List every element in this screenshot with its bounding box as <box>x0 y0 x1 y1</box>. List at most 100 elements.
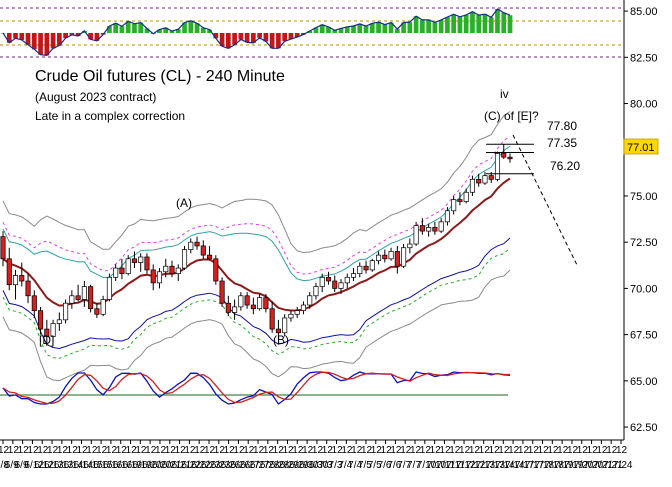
x-tick-time: 12 <box>302 445 314 456</box>
x-tick-time: 12 <box>351 445 363 456</box>
x-tick-date: 7/19 <box>554 460 574 471</box>
histogram-bar <box>332 30 338 33</box>
candle-body <box>38 310 44 330</box>
histogram-bar <box>451 14 457 33</box>
histogram-bar <box>276 33 281 49</box>
x-tick-time: 12 <box>0 445 10 456</box>
candle-body <box>225 302 231 313</box>
candle-body <box>275 328 281 334</box>
y-tick-label: 82.50 <box>630 52 658 64</box>
x-tick-time: 12 <box>479 445 491 456</box>
x-tick-date: 6/23 <box>201 460 221 471</box>
x-tick-date: 7/7 <box>397 460 411 471</box>
histogram-bar <box>401 22 406 33</box>
x-tick-date: 7/18 <box>535 460 555 471</box>
histogram-bar <box>301 33 306 35</box>
candle-body <box>407 243 413 249</box>
histogram-bar <box>38 33 43 55</box>
histogram-bar <box>470 11 475 33</box>
x-tick-time: 12 <box>292 445 304 456</box>
candle-body <box>213 258 219 282</box>
histogram-bar <box>144 28 150 33</box>
candle-body <box>344 276 350 284</box>
x-tick-time: 12 <box>567 445 579 456</box>
histogram-bar <box>31 33 37 50</box>
candle-body <box>401 247 407 267</box>
candle-body <box>138 256 144 263</box>
projection-line <box>512 134 578 266</box>
x-tick-date: 7/4 <box>338 460 352 471</box>
histogram-bar <box>463 14 469 33</box>
x-tick-date: 6/13 <box>54 460 74 471</box>
histogram-bar <box>307 30 313 33</box>
x-tick-time: 12 <box>332 445 344 456</box>
x-tick-time: 12 <box>606 445 618 456</box>
x-tick-time: 12 <box>194 445 206 456</box>
histogram-bar <box>263 33 269 42</box>
y-tick-label: 67.50 <box>630 330 658 342</box>
y-tick-label: 85.00 <box>630 6 658 18</box>
candle-body <box>106 276 112 300</box>
candle-body <box>69 295 75 304</box>
channel-band-upper <box>2 145 511 282</box>
candle-body <box>163 265 169 273</box>
x-tick-time: 12 <box>243 445 255 456</box>
x-tick-date: 6/27 <box>250 460 270 471</box>
x-tick-time: 12 <box>488 445 500 456</box>
candle-body <box>25 280 31 297</box>
x-tick-time: 12 <box>155 445 167 456</box>
x-tick-date: 6/13 <box>44 460 64 471</box>
wave-label-c-of-e: (C) of [E]? <box>484 109 539 123</box>
candle-body <box>194 241 200 247</box>
x-tick-time: 12 <box>400 445 412 456</box>
histogram-bar <box>257 33 262 38</box>
histogram-bar <box>219 33 225 47</box>
x-tick-date: 6/28 <box>270 460 290 471</box>
histogram-bar <box>338 28 344 33</box>
candle-body <box>257 297 263 310</box>
x-tick-date: 7/3 <box>319 460 333 471</box>
x-tick-time: 12 <box>214 445 226 456</box>
x-tick-time: 12 <box>616 445 628 456</box>
candle-body <box>313 286 319 297</box>
x-axis: 126/8126/9126/9126/12126/12126/13126/131… <box>0 440 633 471</box>
moving-average-line <box>2 177 511 312</box>
histogram-bar <box>369 23 375 33</box>
x-tick-date: 7/3 <box>329 460 343 471</box>
y-tick-label: 65.00 <box>630 376 658 388</box>
histogram-bar <box>269 33 275 49</box>
histogram-bar <box>69 33 75 35</box>
x-tick-time: 12 <box>106 445 118 456</box>
x-tick-date: 7/14 <box>495 460 515 471</box>
candle-body <box>476 178 482 184</box>
candle-body <box>419 225 425 232</box>
wave-label-a: (A) <box>176 196 192 210</box>
x-tick-time: 12 <box>371 445 383 456</box>
chart-subtitle: (August 2023 contract) <box>35 90 156 104</box>
x-tick-date: 6/9 <box>5 460 19 471</box>
histogram-line <box>2 8 511 57</box>
x-tick-date: 7/13 <box>476 460 496 471</box>
x-tick-date: 6/21 <box>172 460 192 471</box>
histogram-bar <box>420 19 425 33</box>
candle-body <box>307 295 313 306</box>
candle-body <box>50 323 56 337</box>
x-tick-time: 12 <box>27 445 39 456</box>
x-tick-date: 6/12 <box>34 460 54 471</box>
candle-body <box>507 156 513 160</box>
histogram-bar <box>25 33 31 45</box>
x-tick-time: 12 <box>273 445 285 456</box>
candle-body <box>432 227 438 232</box>
outer-envelope-upper <box>2 111 511 254</box>
y-tick-label: 75.00 <box>630 191 658 203</box>
x-tick-time: 12 <box>596 445 608 456</box>
chart-note: Late in a complex correction <box>35 109 185 123</box>
histogram-bar <box>157 29 162 33</box>
green-band-lower <box>2 247 511 359</box>
histogram-bar <box>94 33 100 41</box>
candle-body <box>181 249 188 269</box>
x-tick-date: 7/6 <box>378 460 392 471</box>
x-tick-date: 7/21 <box>593 460 613 471</box>
histogram-bar <box>138 22 144 33</box>
histogram-bar <box>319 24 325 33</box>
